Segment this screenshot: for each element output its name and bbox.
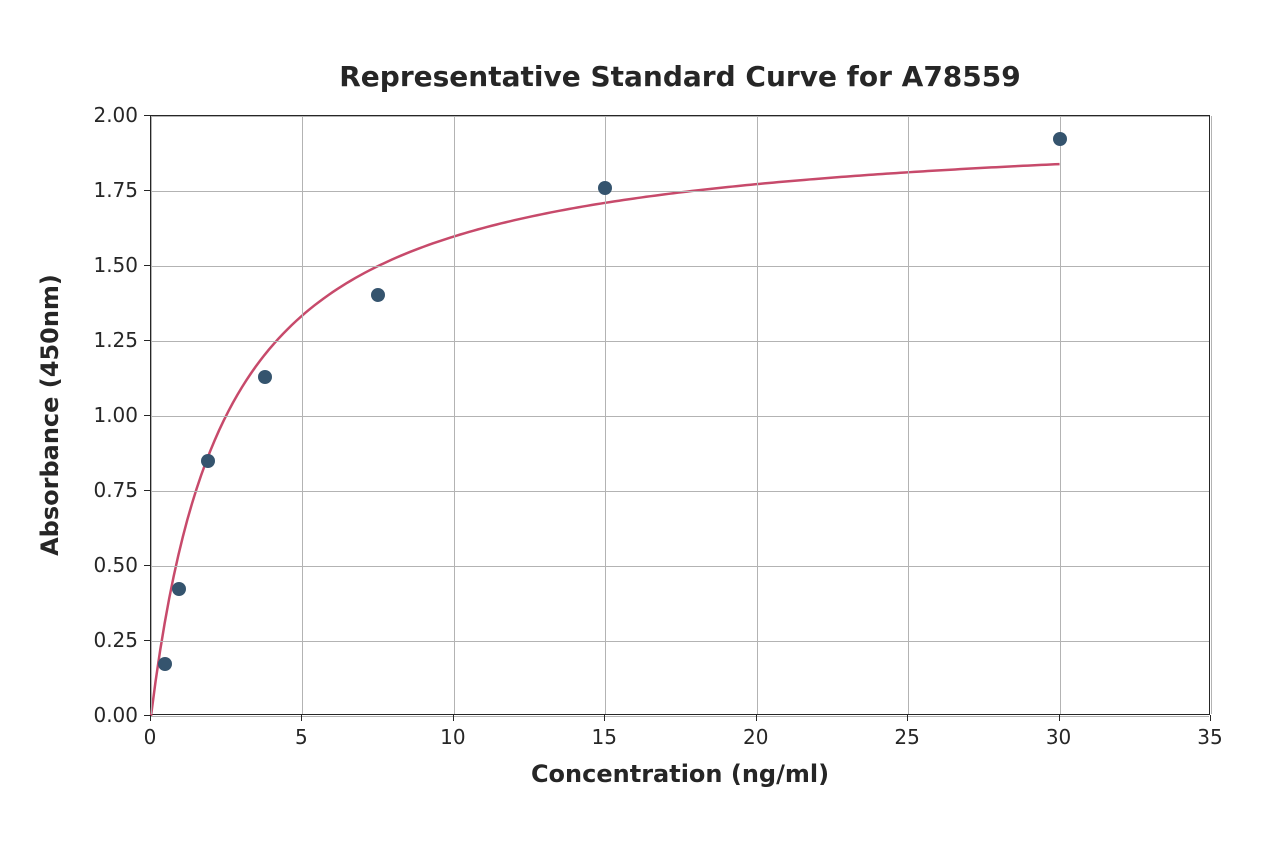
x-tick bbox=[604, 715, 605, 721]
x-tick bbox=[1059, 715, 1060, 721]
y-tick-label: 1.50 bbox=[93, 253, 138, 277]
x-tick-label: 30 bbox=[1046, 725, 1071, 749]
grid-line-vertical bbox=[454, 116, 455, 714]
grid-line-vertical bbox=[302, 116, 303, 714]
y-tick bbox=[144, 115, 150, 116]
grid-line-horizontal bbox=[151, 341, 1209, 342]
y-tick-label: 0.00 bbox=[93, 703, 138, 727]
x-tick-label: 0 bbox=[144, 725, 157, 749]
y-tick bbox=[144, 415, 150, 416]
y-tick-label: 1.75 bbox=[93, 178, 138, 202]
y-tick bbox=[144, 190, 150, 191]
y-tick-label: 2.00 bbox=[93, 103, 138, 127]
y-tick-label: 0.25 bbox=[93, 628, 138, 652]
grid-line-vertical bbox=[605, 116, 606, 714]
data-point bbox=[158, 657, 172, 671]
grid-line-vertical bbox=[1211, 116, 1212, 714]
y-tick-label: 1.25 bbox=[93, 328, 138, 352]
x-tick bbox=[907, 715, 908, 721]
data-point bbox=[258, 370, 272, 384]
data-point bbox=[598, 181, 612, 195]
x-tick-label: 10 bbox=[440, 725, 465, 749]
grid-line-vertical bbox=[151, 116, 152, 714]
x-tick bbox=[150, 715, 151, 721]
y-tick bbox=[144, 265, 150, 266]
data-point bbox=[1053, 132, 1067, 146]
grid-line-horizontal bbox=[151, 116, 1209, 117]
plot-area bbox=[150, 115, 1210, 715]
data-point bbox=[201, 454, 215, 468]
y-tick bbox=[144, 565, 150, 566]
y-tick bbox=[144, 715, 150, 716]
y-axis-label: Absorbance (450nm) bbox=[36, 274, 64, 556]
y-tick bbox=[144, 640, 150, 641]
x-tick-label: 35 bbox=[1197, 725, 1222, 749]
grid-line-horizontal bbox=[151, 641, 1209, 642]
x-tick-label: 20 bbox=[743, 725, 768, 749]
grid-line-horizontal bbox=[151, 716, 1209, 717]
chart-title: Representative Standard Curve for A78559 bbox=[339, 60, 1021, 93]
x-tick bbox=[1210, 715, 1211, 721]
x-tick bbox=[453, 715, 454, 721]
grid-line-vertical bbox=[757, 116, 758, 714]
x-tick-label: 15 bbox=[592, 725, 617, 749]
data-point bbox=[172, 582, 186, 596]
grid-line-horizontal bbox=[151, 191, 1209, 192]
x-axis-label: Concentration (ng/ml) bbox=[531, 760, 829, 788]
grid-line-horizontal bbox=[151, 416, 1209, 417]
grid-line-vertical bbox=[1060, 116, 1061, 714]
grid-line-horizontal bbox=[151, 491, 1209, 492]
y-tick-label: 0.75 bbox=[93, 478, 138, 502]
x-tick bbox=[756, 715, 757, 721]
y-tick-label: 1.00 bbox=[93, 403, 138, 427]
grid-line-horizontal bbox=[151, 566, 1209, 567]
data-point bbox=[371, 288, 385, 302]
grid-line-horizontal bbox=[151, 266, 1209, 267]
figure: Representative Standard Curve for A78559… bbox=[0, 0, 1280, 845]
y-tick-label: 0.50 bbox=[93, 553, 138, 577]
grid-line-vertical bbox=[908, 116, 909, 714]
y-tick bbox=[144, 340, 150, 341]
x-tick-label: 5 bbox=[295, 725, 308, 749]
x-tick bbox=[301, 715, 302, 721]
y-tick bbox=[144, 490, 150, 491]
x-tick-label: 25 bbox=[894, 725, 919, 749]
